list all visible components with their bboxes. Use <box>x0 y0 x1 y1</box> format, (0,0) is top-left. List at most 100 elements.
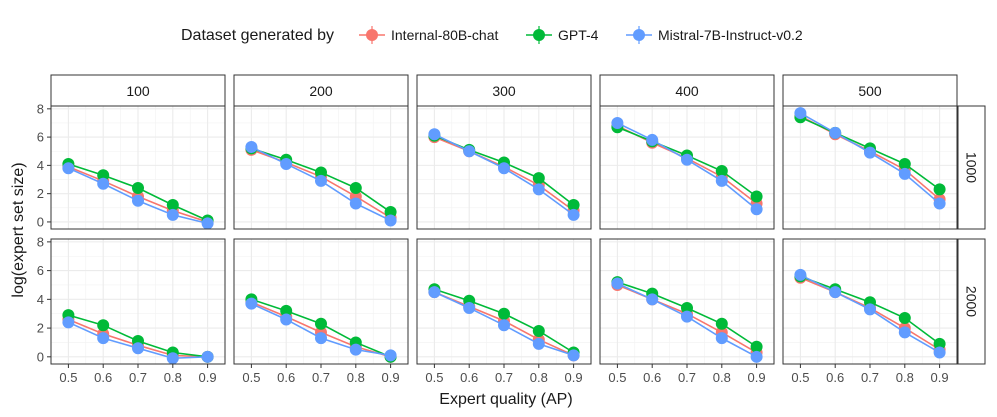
data-point <box>715 332 728 345</box>
data-point <box>498 307 510 320</box>
data-point <box>898 312 911 325</box>
data-point <box>750 340 763 353</box>
data-point <box>62 316 75 329</box>
data-point <box>646 133 659 146</box>
x-tick-label: 0.9 <box>931 370 949 385</box>
strip-label: 200 <box>309 83 333 99</box>
data-point <box>384 349 397 362</box>
x-tick-label: 0.6 <box>643 370 661 385</box>
x-tick-label: 0.7 <box>861 370 879 385</box>
series-group <box>611 116 763 216</box>
y-tick-label: 8 <box>37 101 44 116</box>
data-point <box>532 183 545 196</box>
x-tick-label: 0.9 <box>565 370 583 385</box>
data-point <box>315 317 327 330</box>
data-point <box>567 349 580 362</box>
x-tick-label: 0.6 <box>460 370 478 385</box>
data-point <box>498 319 510 332</box>
data-point <box>201 217 214 230</box>
strip-box <box>233 74 409 107</box>
series-group <box>428 128 580 221</box>
data-point <box>463 301 476 314</box>
data-point <box>166 352 179 365</box>
data-point <box>428 286 441 299</box>
y-tick-label: 4 <box>37 292 44 307</box>
data-point <box>97 319 110 332</box>
data-point <box>715 317 728 330</box>
y-tick-label: 6 <box>37 130 44 145</box>
y-tick-label: 6 <box>37 263 44 278</box>
legend-key-point <box>366 29 378 41</box>
x-tick-label: 0.9 <box>199 370 217 385</box>
x-axis-title: Expert quality (AP) <box>439 391 572 408</box>
legend-label: Internal-80B-chat <box>391 27 499 43</box>
facet-strip-column: 300 <box>416 74 592 107</box>
series-group <box>62 316 214 365</box>
data-point <box>97 177 110 190</box>
facet-strip-column: 400 <box>599 74 775 107</box>
x-tick-label: 0.7 <box>129 370 147 385</box>
data-point <box>567 208 580 221</box>
data-point <box>280 313 293 326</box>
series-group <box>245 141 397 227</box>
strip-label: 500 <box>858 83 882 99</box>
data-point <box>97 169 110 182</box>
strip-box <box>599 74 775 107</box>
panel-border <box>50 105 226 230</box>
data-point <box>567 198 580 211</box>
legend-label: GPT-4 <box>558 27 599 43</box>
data-point <box>750 190 763 203</box>
data-point <box>898 157 911 170</box>
data-point <box>681 301 693 314</box>
facet-strip-column: 100 <box>50 74 226 107</box>
data-point <box>245 141 258 153</box>
facet-panel <box>782 238 958 365</box>
y-tick-label: 2 <box>37 186 44 201</box>
data-point <box>611 277 624 290</box>
data-point <box>201 350 214 363</box>
legend-label: Mistral-7B-Instruct-v0.2 <box>658 27 803 43</box>
y-tick-label: 2 <box>37 321 44 336</box>
x-tick-label: 0.5 <box>608 370 626 385</box>
data-point <box>681 310 693 323</box>
x-tick-label: 0.8 <box>896 370 914 385</box>
x-tick-label: 0.9 <box>382 370 400 385</box>
data-point <box>715 174 728 187</box>
legend-key-point <box>633 29 645 41</box>
data-point <box>829 126 842 139</box>
legend-entry: GPT-4 <box>526 26 599 44</box>
data-point <box>384 206 397 219</box>
x-tick-label: 0.8 <box>530 370 548 385</box>
data-point <box>933 183 946 196</box>
legend-entry: Internal-80B-chat <box>359 26 499 44</box>
data-point <box>315 174 327 187</box>
data-point <box>864 146 876 159</box>
data-point <box>132 342 144 355</box>
x-tick-label: 0.5 <box>791 370 809 385</box>
series-group <box>245 297 397 362</box>
data-point <box>349 343 362 356</box>
data-point <box>532 337 545 350</box>
facet-panel <box>599 105 775 230</box>
data-point <box>611 116 624 129</box>
x-tick-label: 0.8 <box>713 370 731 385</box>
data-point <box>315 166 327 179</box>
data-point <box>898 326 911 339</box>
data-point <box>132 182 144 194</box>
y-axis-title: log(expert set size) <box>10 162 27 297</box>
x-tick-label: 0.5 <box>59 370 77 385</box>
x-tick-label: 0.8 <box>347 370 365 385</box>
data-point <box>646 293 659 306</box>
data-point <box>349 182 362 194</box>
x-tick-label: 0.7 <box>312 370 330 385</box>
panel-border <box>782 105 958 230</box>
facet-strip-column: 200 <box>233 74 409 107</box>
facet-strip-column: 500 <box>782 74 958 107</box>
strip-label: 1000 <box>964 152 980 183</box>
facet-panel <box>233 238 409 365</box>
facet-panel <box>50 105 226 230</box>
x-tick-label: 0.9 <box>748 370 766 385</box>
data-point <box>280 157 293 170</box>
strip-label: 300 <box>492 83 516 99</box>
legend-key-point <box>533 29 545 41</box>
